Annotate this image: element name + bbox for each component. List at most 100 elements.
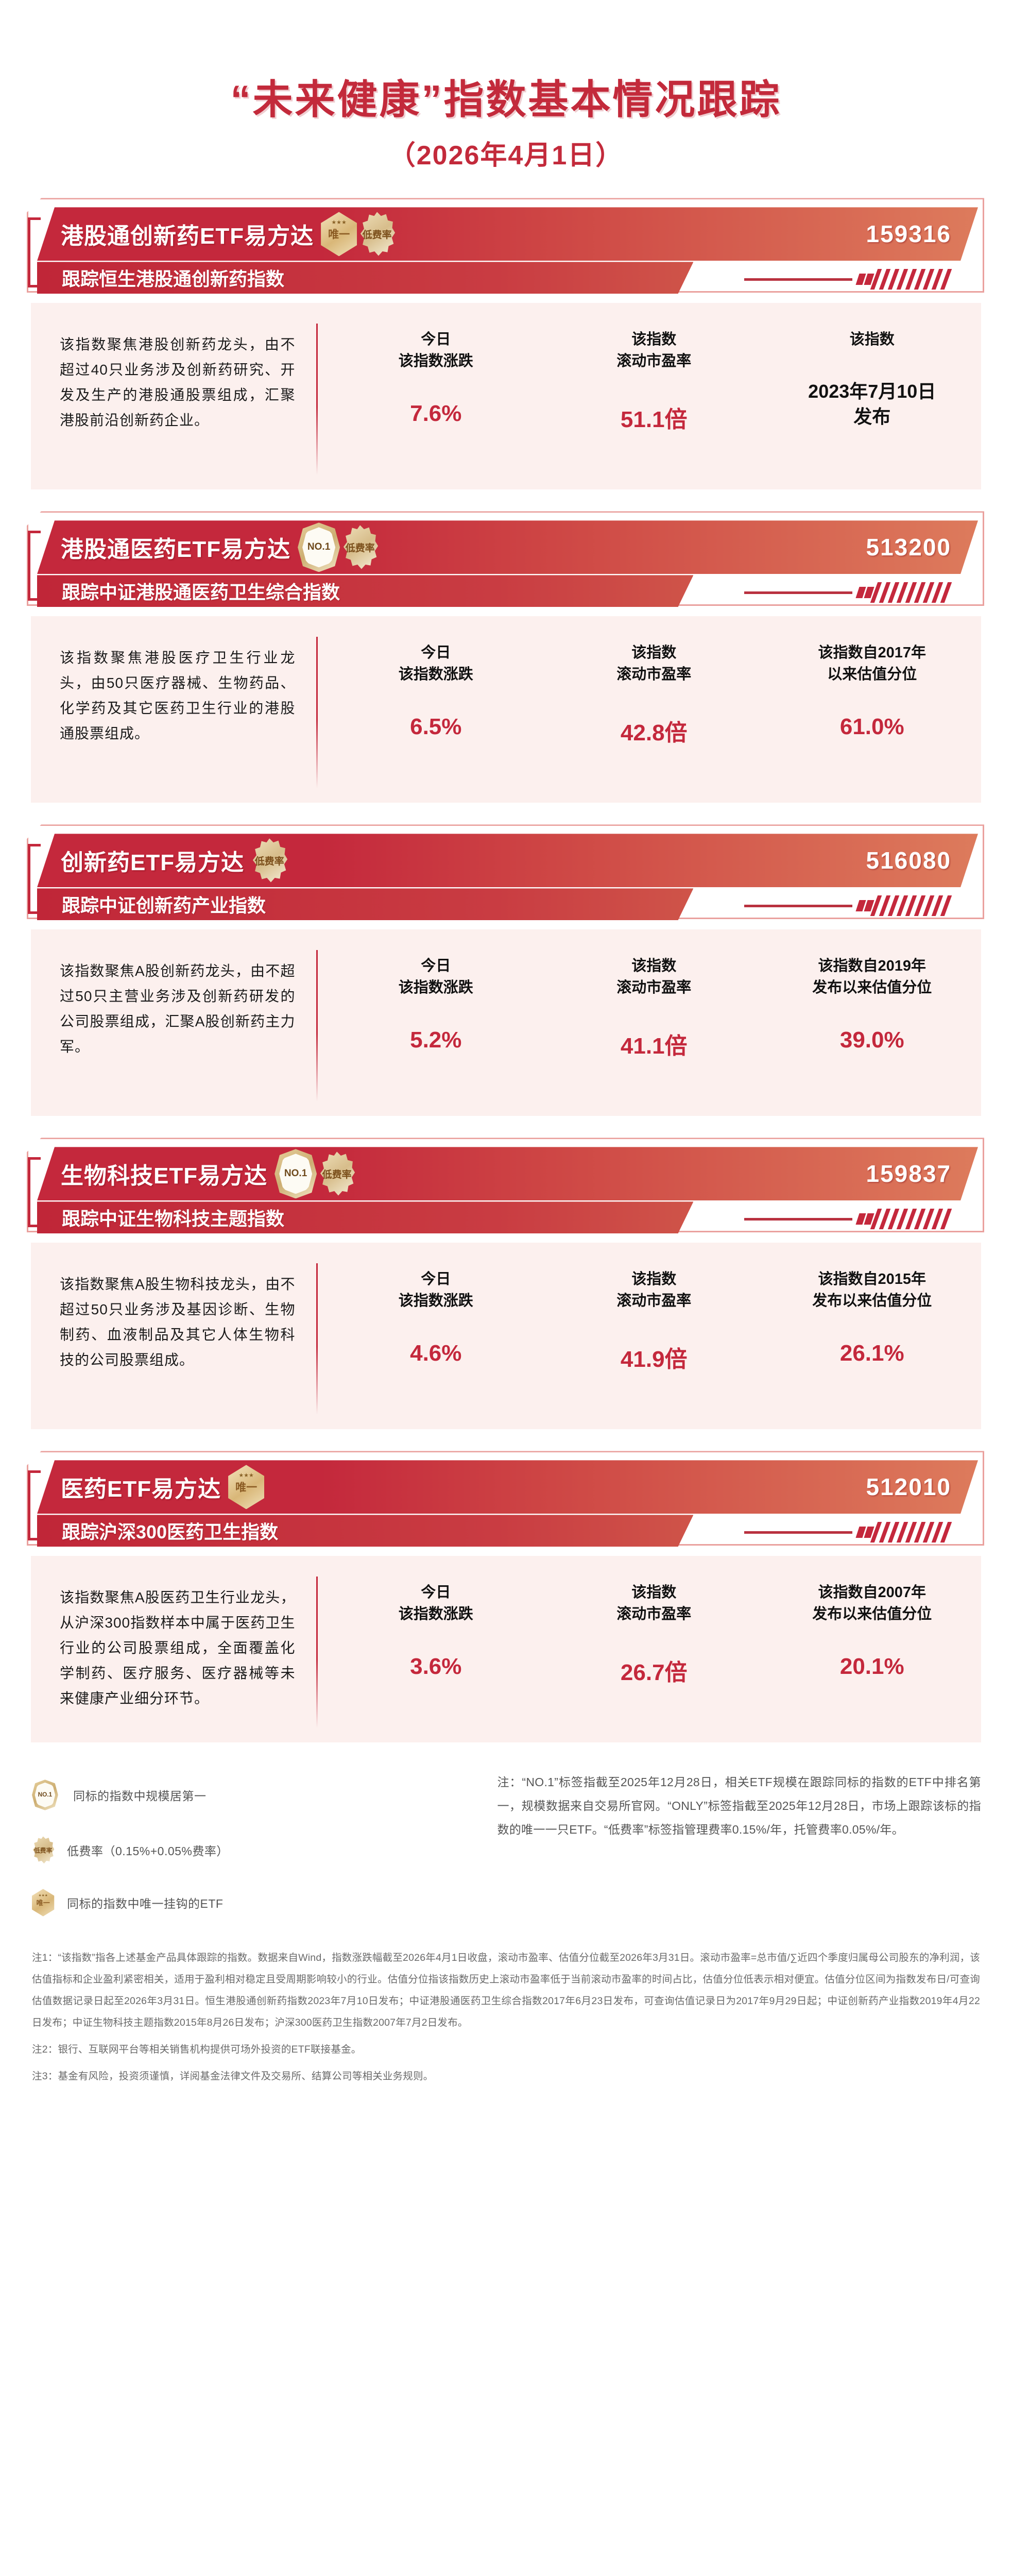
badge-legend-row: ★★★ 唯一 同标的指数中唯一挂钩的ETF (32, 1880, 497, 1925)
etf-card-header: 创新药ETF易方达 低费率 516080 跟踪中证创新药产业指数 (27, 824, 984, 920)
index-name: 跟踪中证生物科技主题指数 (62, 1208, 285, 1230)
fund-name-bar: 生物科技ETF易方达 NO.1 低费率 159837 (37, 1147, 978, 1200)
metric-group: 今日 该指数涨跌 6.5% 该指数 滚动市盈率 42.8倍 该指数自2017年 以来估值分位 6… (318, 634, 982, 788)
metric-group: 今日 该指数涨跌 5.2% 该指数 滚动市盈率 41.1倍 该指数自2019年 发布以来估值分… (318, 947, 982, 1101)
badge-no1-label: NO.1 (38, 1791, 53, 1799)
page-title: “未来健康”指数基本情况跟踪 (230, 77, 782, 122)
index-name-bar: 跟踪沪深300医药卫生指数 (37, 1515, 693, 1547)
badge-no1-icon: NO.1 (275, 1149, 317, 1198)
left-bracket-decoration (28, 844, 41, 914)
index-name-bar: 跟踪中证生物科技主题指数 (37, 1201, 693, 1233)
badge-only-icon: ★★★ 唯一 (228, 1465, 264, 1509)
index-name-bar: 跟踪中证创新药产业指数 (37, 888, 693, 920)
stripe-group (870, 1522, 952, 1543)
etf-card: 生物科技ETF易方达 NO.1 低费率 159837 跟踪中证生物科技主题指数 该指数聚焦… (0, 1138, 1012, 1430)
badge-low-fee-icon: 低费率 (32, 1837, 54, 1864)
metric-label: 该指数自2019年 发布以来估值分位 (812, 958, 932, 996)
fund-name: 医药ETF易方达 (61, 1477, 221, 1502)
metric-item: 今日 该指数涨跌 4.6% (327, 1260, 545, 1415)
metric-item: 该指数 滚动市盈率 42.8倍 (545, 634, 763, 788)
metric-label: 该指数自2007年 发布以来估值分位 (812, 1584, 932, 1623)
index-name-bar: 跟踪恒生港股通创新药指数 (37, 262, 693, 294)
metric-value: 51.1倍 (620, 407, 688, 433)
metric-label: 该指数 滚动市盈率 (616, 331, 692, 370)
metric-label: 今日 该指数涨跌 (398, 645, 473, 683)
etf-card-header: 医药ETF易方达 ★★★ 唯一 512010 跟踪沪深300医药卫生指数 (27, 1451, 984, 1547)
vertical-divider (316, 950, 318, 1102)
metric-value: 6.5% (410, 714, 462, 740)
metric-value: 26.7倍 (620, 1660, 688, 1686)
metric-group: 今日 该指数涨跌 4.6% 该指数 滚动市盈率 41.9倍 该指数自2015年 发布以来估值分… (318, 1260, 982, 1415)
metric-item: 今日 该指数涨跌 5.2% (327, 947, 545, 1101)
metric-item: 该指数 滚动市盈率 41.9倍 (545, 1260, 763, 1415)
etf-card-header: 港股通医药ETF易方达 NO.1 低费率 513200 跟踪中证港股通医药卫生综合指数 (27, 511, 984, 607)
metric-item: 今日 该指数涨跌 6.5% (327, 634, 545, 788)
badge-low-fee-icon: 低费率 (342, 525, 378, 569)
etf-card: 创新药ETF易方达 低费率 516080 跟踪中证创新药产业指数 该指数聚焦A股创新药龙… (0, 824, 1012, 1116)
metric-item: 该指数自2019年 发布以来估值分位 39.0% (763, 947, 982, 1101)
etf-card: 医药ETF易方达 ★★★ 唯一 512010 跟踪沪深300医药卫生指数 该指数聚焦A股医… (0, 1451, 1012, 1743)
metric-label: 该指数自2017年 以来估值分位 (818, 645, 926, 683)
badge-low-fee-label: 低费率 (322, 1169, 352, 1180)
vertical-divider (316, 1263, 318, 1415)
badge-no1-label: NO.1 (284, 1168, 307, 1179)
page-subtitle-date: （2026年4月1日） (388, 141, 624, 171)
metric-value: 4.6% (410, 1341, 462, 1366)
metric-value: 41.9倍 (620, 1347, 688, 1372)
metric-item: 该指数 滚动市盈率 41.1倍 (545, 947, 763, 1101)
metric-group: 今日 该指数涨跌 7.6% 该指数 滚动市盈率 51.1倍 该指数 2023年7月10日 发布 (318, 320, 982, 475)
rule-decoration (744, 1531, 852, 1534)
metric-value: 2023年7月10日 发布 (808, 381, 936, 427)
badge-only-label: 唯一 (235, 1482, 258, 1494)
badge-group: NO.1 低费率 (275, 1149, 355, 1198)
index-description: 该指数聚焦A股生物科技龙头，由不超过50只业务涉及基因诊断、生物制药、血液制品及… (60, 1276, 296, 1368)
etf-card-body: 该指数聚焦A股生物科技龙头，由不超过50只业务涉及基因诊断、生物制药、血液制品及… (31, 1243, 982, 1430)
badge-no1-icon: NO.1 (32, 1780, 58, 1811)
index-name: 跟踪中证港股通医药卫生综合指数 (62, 582, 340, 603)
metric-item: 该指数自2017年 以来估值分位 61.0% (763, 634, 982, 788)
fund-name-bar: 创新药ETF易方达 低费率 516080 (37, 834, 978, 887)
badge-low-fee-icon: 低费率 (251, 838, 287, 883)
stars-icon: ★★★ (238, 1472, 254, 1479)
badge-only-label: 唯一 (328, 229, 350, 241)
fund-code: 159316 (866, 221, 951, 248)
fund-name-bar: 医药ETF易方达 ★★★ 唯一 512010 (37, 1460, 978, 1514)
metric-group: 今日 该指数涨跌 3.6% 该指数 滚动市盈率 26.7倍 该指数自2007年 发布以来估值分… (318, 1573, 982, 1728)
badge-low-fee-label: 低费率 (34, 1848, 53, 1855)
stripe-group (870, 582, 952, 603)
metric-label: 该指数自2015年 发布以来估值分位 (812, 1271, 932, 1310)
metric-label: 今日 该指数涨跌 (398, 1584, 473, 1623)
etf-card-list: 港股通创新药ETF易方达 ★★★ 唯一 低费率 159316 跟踪恒生港股通创新药指数 该指… (0, 198, 1012, 1743)
vertical-divider (316, 1577, 318, 1728)
index-description: 该指数聚焦A股医药卫生行业龙头，从沪深300指数样本中属于医药卫生行业的公司股票… (60, 1589, 296, 1707)
badge-low-fee-label: 低费率 (362, 229, 392, 241)
etf-card: 港股通创新药ETF易方达 ★★★ 唯一 低费率 159316 跟踪恒生港股通创新药指数 该指… (0, 198, 1012, 490)
badge-group: NO.1 低费率 (298, 522, 378, 572)
metric-label: 该指数 (849, 331, 895, 348)
metric-label: 今日 该指数涨跌 (398, 958, 473, 996)
metric-label: 该指数 滚动市盈率 (616, 1271, 692, 1310)
hatch-decoration (744, 269, 952, 290)
left-bracket-decoration (28, 531, 41, 601)
badge-low-fee-icon: 低费率 (359, 212, 395, 256)
badge-low-fee-label: 低费率 (345, 543, 375, 554)
badge-low-fee-label: 低费率 (254, 856, 284, 867)
fund-name-bar: 港股通创新药ETF易方达 ★★★ 唯一 低费率 159316 (37, 207, 978, 261)
disclaimer-paragraph: 注2：银行、互联网平台等相关销售机构提供可场外投资的ETF联接基金。 (32, 2044, 362, 2056)
badge-legend-row: 低费率 低费率（0.15%+0.05%费率） (32, 1828, 497, 1872)
metric-label: 该指数 滚动市盈率 (616, 645, 692, 683)
badge-note: 注：“NO.1”标签指截至2025年12月28日，相关ETF规模在跟踪同标的指数… (497, 1775, 981, 1837)
metric-value: 20.1% (839, 1654, 904, 1680)
metric-label: 该指数 滚动市盈率 (616, 958, 692, 996)
badge-low-fee-icon: 低费率 (319, 1151, 355, 1196)
rule-decoration (744, 1217, 852, 1221)
vertical-divider (316, 324, 318, 476)
badge-legend: NO.1 同标的指数中规模居第一 低费率 低费率（0.15%+0.05%费率） ★★★ 唯… (32, 1770, 981, 1933)
fund-name: 创新药ETF易方达 (61, 850, 245, 876)
fund-code: 516080 (866, 847, 951, 874)
fund-name: 港股通医药ETF易方达 (61, 537, 291, 563)
hatch-decoration (744, 582, 952, 603)
index-name-bar: 跟踪中证港股通医药卫生综合指数 (37, 575, 693, 607)
etf-card: 港股通医药ETF易方达 NO.1 低费率 513200 跟踪中证港股通医药卫生综合指数该… (0, 511, 1012, 803)
